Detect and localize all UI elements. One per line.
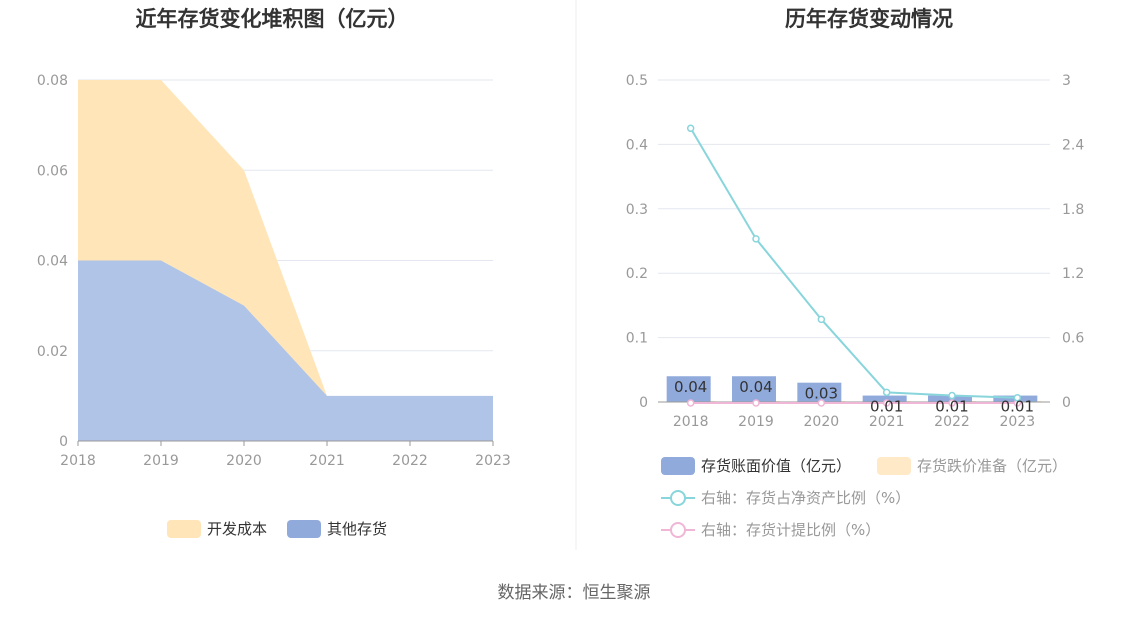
legend-item-net-asset-ratio[interactable]: 右轴：存货占净资产比例（%） (661, 489, 910, 507)
x-tick-label: 2022 (392, 453, 428, 469)
y-tick-label: 0.06 (37, 163, 68, 179)
right-left-y-axis: 0 0.1 0.2 0.3 0.4 0.5 (626, 73, 648, 411)
y-tick-label: 0.02 (37, 344, 68, 360)
area-other-inventory (78, 260, 493, 441)
inventory-change-chart: 历年存货变动情况 0.04 0.04 0.03 0.01 0.01 0.01 0 0.1 0.… (626, 7, 1085, 539)
right-chart-title: 历年存货变动情况 (785, 7, 953, 31)
legend-item-reserve[interactable]: 存货跌价准备（亿元） (877, 457, 1067, 475)
x-tick-label: 2020 (804, 414, 840, 430)
bar-book-value (732, 376, 776, 402)
y-right-tick-label: 1.2 (1062, 266, 1084, 282)
left-areas (78, 80, 493, 441)
left-x-axis (77, 440, 494, 446)
left-legend: 开发成本 其他存货 (167, 520, 387, 538)
line-net-asset-ratio (689, 127, 1018, 399)
bar-value-label: 0.04 (674, 378, 707, 396)
legend-label-net-asset-ratio: 右轴：存货占净资产比例（%） (701, 489, 910, 507)
y-left-tick-label: 0.2 (626, 266, 648, 282)
y-right-tick-label: 0 (1062, 395, 1071, 411)
legend-marker-provision-ratio (670, 522, 686, 538)
right-bars (666, 376, 1042, 402)
x-tick-label: 2023 (1000, 414, 1036, 430)
left-x-tick-labels: 2018 2019 2020 2021 2022 2023 (60, 453, 511, 469)
bar-value-label: 0.01 (935, 398, 968, 416)
legend-label-book-value: 存货账面价值（亿元） (701, 457, 851, 475)
legend-swatch-reserve (877, 457, 911, 475)
point-net-asset-ratio (948, 391, 956, 400)
legend-swatch-book-value (661, 457, 695, 475)
x-tick-label: 2020 (226, 453, 262, 469)
x-tick-label: 2019 (738, 414, 774, 430)
legend-marker-net-asset-ratio (670, 490, 686, 506)
y-right-tick-label: 2.4 (1062, 137, 1084, 153)
y-tick-label: 0.04 (37, 254, 68, 270)
point-net-asset-ratio (882, 388, 891, 397)
point-provision-ratio (817, 399, 826, 407)
left-y-axis: 0 0.02 0.04 0.06 0.08 (37, 73, 68, 450)
y-left-tick-label: 0 (639, 395, 648, 411)
right-x-tick-labels: 2018 2019 2020 2021 2022 2023 (673, 414, 1035, 430)
y-tick-label: 0.08 (37, 73, 68, 89)
point-net-asset-ratio (1013, 393, 1022, 402)
left-chart-title: 近年存货变化堆积图（亿元） (136, 7, 409, 31)
bar-book-value (928, 395, 972, 402)
legend-item-dev-cost[interactable]: 开发成本 (167, 520, 267, 538)
stacked-area-chart: 近年存货变化堆积图（亿元） 0 0.02 0.04 0.06 0.08 2018 2019… (37, 7, 511, 538)
legend-item-provision-ratio[interactable]: 右轴：存货计提比例（%） (661, 521, 880, 539)
bar-book-value (862, 395, 907, 402)
y-tick-label: 0 (59, 434, 68, 450)
data-source: 数据来源：恒生聚源 (498, 583, 651, 603)
y-right-tick-label: 3 (1062, 73, 1071, 89)
bar-value-label: 0.04 (739, 378, 772, 396)
legend-label-other-inventory: 其他存货 (327, 520, 387, 538)
legend-label-dev-cost: 开发成本 (207, 520, 267, 538)
right-lines (686, 124, 1022, 407)
point-provision-ratio (948, 399, 956, 407)
x-tick-label: 2018 (673, 414, 709, 430)
x-tick-label: 2022 (934, 414, 970, 430)
point-net-asset-ratio (686, 124, 695, 133)
point-provision-ratio (686, 399, 695, 407)
bar-value-label: 0.01 (1001, 398, 1034, 416)
right-grid (658, 79, 1050, 339)
x-tick-label: 2021 (869, 414, 905, 430)
legend-item-other-inventory[interactable]: 其他存货 (287, 520, 387, 538)
legend-label-reserve: 存货跌价准备（亿元） (917, 457, 1067, 475)
x-tick-label: 2023 (475, 453, 511, 469)
legend-swatch-other-inventory (287, 520, 321, 538)
bar-value-label: 0.03 (805, 385, 838, 403)
y-left-tick-label: 0.5 (626, 73, 648, 89)
point-net-asset-ratio (817, 315, 826, 324)
legend-swatch-dev-cost (167, 520, 201, 538)
legend-item-book-value[interactable]: 存货账面价值（亿元） (661, 457, 851, 475)
point-provision-ratio (752, 399, 760, 407)
area-dev-cost (78, 80, 493, 396)
bar-value-label: 0.01 (870, 398, 903, 416)
bar-book-value (797, 382, 842, 402)
point-net-asset-ratio (752, 235, 760, 243)
y-left-tick-label: 0.4 (626, 137, 648, 153)
y-left-tick-label: 0.1 (626, 331, 648, 347)
x-tick-label: 2018 (60, 453, 96, 469)
right-bar-labels: 0.04 0.04 0.03 0.01 0.01 0.01 (674, 378, 1034, 415)
point-provision-ratio (882, 399, 891, 407)
legend-label-provision-ratio: 右轴：存货计提比例（%） (701, 521, 880, 539)
bar-book-value (666, 376, 711, 402)
right-legend: 存货账面价值（亿元） 存货跌价准备（亿元） 右轴：存货占净资产比例（%） 右轴：… (661, 457, 1067, 539)
y-right-tick-label: 0.6 (1062, 331, 1084, 347)
x-tick-label: 2019 (143, 453, 179, 469)
x-tick-label: 2021 (309, 453, 345, 469)
y-right-tick-label: 1.8 (1062, 202, 1084, 218)
y-left-tick-label: 0.3 (626, 202, 648, 218)
right-right-y-axis: 0 0.6 1.2 1.8 2.4 3 (1062, 73, 1084, 411)
